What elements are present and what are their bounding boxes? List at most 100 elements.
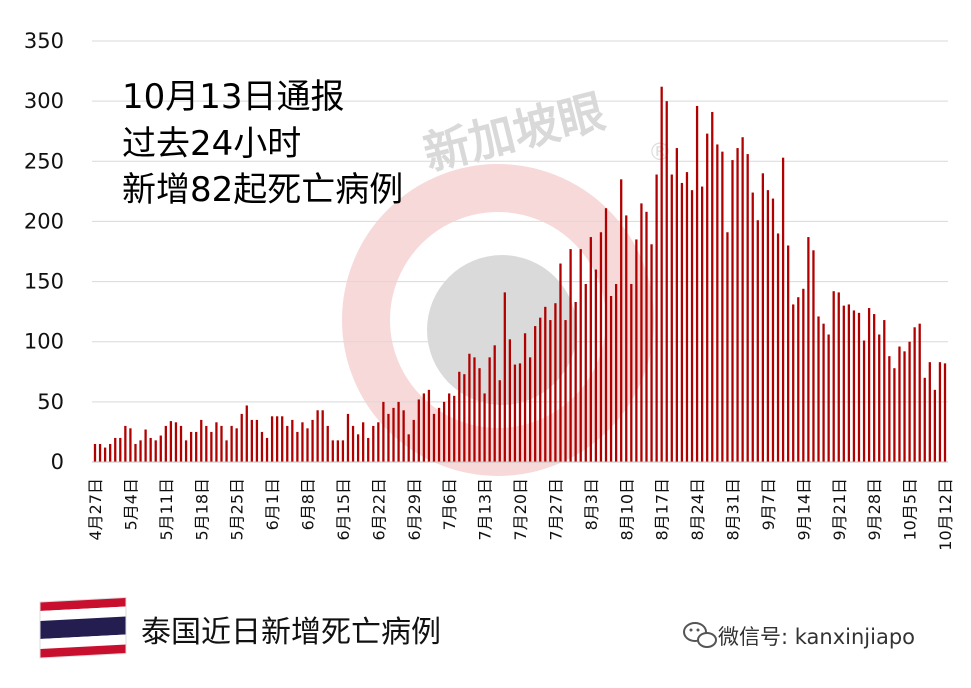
bar xyxy=(93,443,97,462)
bar xyxy=(432,413,436,462)
bar xyxy=(503,292,506,462)
bar xyxy=(873,314,876,462)
x-tick-label: 6月8日 xyxy=(299,478,318,530)
bar xyxy=(377,422,380,462)
bar xyxy=(473,357,476,462)
bar xyxy=(695,105,699,462)
bar xyxy=(437,407,441,462)
bar xyxy=(807,237,810,462)
bar xyxy=(635,239,638,462)
x-tick-label: 8月10日 xyxy=(617,478,636,541)
bar xyxy=(721,151,724,462)
y-axis-ticks: 0 50 100 150 200 250 300 350 xyxy=(24,29,64,474)
gridlines xyxy=(92,40,948,403)
bar xyxy=(144,429,147,462)
bar xyxy=(701,186,704,463)
bar xyxy=(645,211,648,462)
bar xyxy=(802,288,805,462)
bar xyxy=(584,283,587,462)
bar xyxy=(164,425,167,462)
bar xyxy=(792,304,795,462)
bar xyxy=(346,413,350,462)
x-tick-label: 7月20日 xyxy=(511,478,530,541)
bar xyxy=(422,393,426,462)
bar xyxy=(448,393,451,462)
y-tick-label: 200 xyxy=(24,209,64,233)
bar xyxy=(933,389,937,462)
wechat-id: 微信号: kanxinjiapo xyxy=(718,625,915,649)
bar xyxy=(766,190,770,462)
x-tick-label: 10月12日 xyxy=(936,478,955,551)
bar xyxy=(544,306,547,462)
bar xyxy=(179,425,183,462)
bar xyxy=(579,249,582,462)
bar xyxy=(741,137,744,463)
bar xyxy=(554,303,557,462)
flag-stripe-blue xyxy=(40,616,126,639)
bar xyxy=(397,401,400,462)
x-tick-label: 5月11日 xyxy=(157,478,176,541)
bar xyxy=(195,431,198,462)
bar xyxy=(468,353,471,462)
bar xyxy=(746,154,749,462)
bar xyxy=(336,440,339,462)
y-tick-label: 350 xyxy=(24,29,64,53)
bar xyxy=(139,440,142,462)
bar xyxy=(220,425,223,462)
bar xyxy=(412,419,415,462)
bar xyxy=(862,340,866,462)
bar xyxy=(928,362,931,462)
bar xyxy=(286,425,289,462)
x-tick-label: 6月29日 xyxy=(405,478,424,541)
bar xyxy=(847,304,851,462)
x-tick-label: 7月13日 xyxy=(476,478,495,541)
bar xyxy=(706,133,709,462)
flag-stripe-white-top xyxy=(40,606,126,621)
bar xyxy=(103,447,107,462)
bar xyxy=(534,326,537,462)
bars xyxy=(93,86,947,463)
bar xyxy=(680,182,684,462)
bar xyxy=(559,263,562,462)
thailand-flag-icon xyxy=(39,596,127,659)
bar xyxy=(442,401,446,462)
bar xyxy=(149,437,152,462)
bar xyxy=(281,416,284,462)
bar xyxy=(776,233,780,462)
bar xyxy=(685,172,689,463)
bar xyxy=(599,232,603,462)
bar xyxy=(842,305,845,462)
bar xyxy=(913,327,916,462)
bar xyxy=(463,374,466,462)
bar xyxy=(518,363,522,462)
x-axis-ticks: 4月27日 5月4日 5月11日 5月18日 5月25日 6月1日 6月8日 6月15日 6月2… xyxy=(86,478,955,551)
x-tick-label: 8月24日 xyxy=(688,478,707,541)
x-tick-label: 5月25日 xyxy=(228,478,247,541)
bar xyxy=(883,320,886,462)
y-tick-label: 100 xyxy=(24,330,64,354)
footer: 泰国近日新增死亡病例 微信号: kanxinjiapo xyxy=(39,596,915,659)
x-tick-label: 4月27日 xyxy=(86,478,105,541)
watermark-registered-mark: ® xyxy=(648,138,672,166)
wechat-icon xyxy=(683,622,717,648)
bar xyxy=(857,312,861,462)
x-tick-label: 8月3日 xyxy=(582,478,601,530)
bar xyxy=(230,425,233,462)
y-tick-label: 300 xyxy=(24,89,64,113)
bar xyxy=(609,296,613,462)
x-tick-label: 8月17日 xyxy=(653,478,672,541)
bar xyxy=(498,380,501,462)
bar xyxy=(781,157,785,462)
bar xyxy=(564,320,567,462)
bar xyxy=(787,245,790,462)
bar xyxy=(726,232,729,462)
x-tick-label: 5月18日 xyxy=(192,478,211,541)
bar xyxy=(943,363,947,462)
bar xyxy=(169,421,173,462)
bar xyxy=(458,371,461,462)
bar xyxy=(119,437,122,462)
bar xyxy=(756,220,759,462)
x-tick-label: 7月6日 xyxy=(440,478,459,530)
bar xyxy=(771,198,775,462)
bar xyxy=(205,425,208,462)
